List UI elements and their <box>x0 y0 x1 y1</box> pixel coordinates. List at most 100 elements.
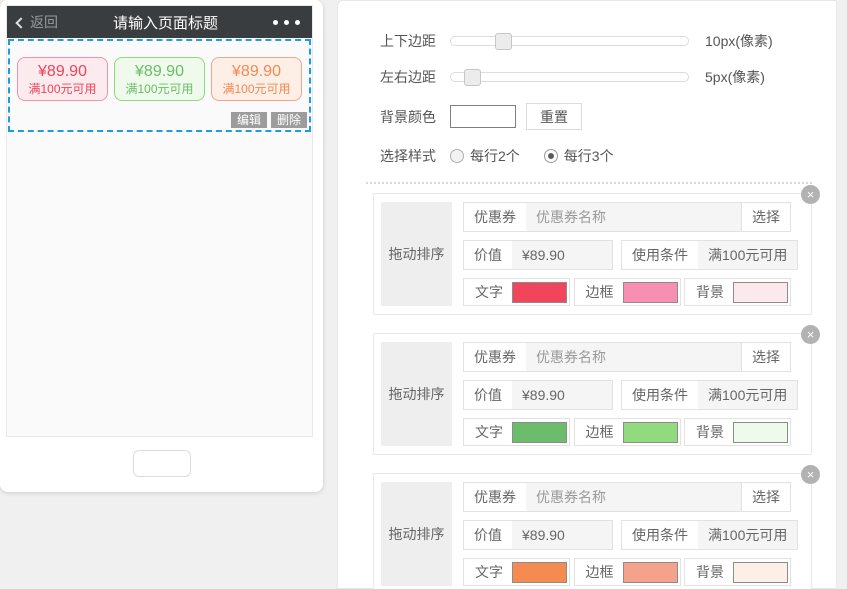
vertical-margin-row: 上下边距 10px(像素) <box>380 31 836 51</box>
border-color-label: 边框 <box>585 284 614 300</box>
coupon-preview[interactable]: ¥89.90 满100元可用 <box>17 57 108 101</box>
bg-color-group: 背景 <box>684 418 791 446</box>
condition-group: 使用条件 满100元可用 <box>621 520 799 550</box>
style-option-2-per-row[interactable]: 每行2个 <box>450 146 520 166</box>
slider-thumb[interactable] <box>495 33 513 50</box>
coupon-condition: 满100元可用 <box>28 81 97 96</box>
select-coupon-button[interactable]: 选择 <box>741 203 790 231</box>
coupon-preview[interactable]: ¥89.90 满100元可用 <box>114 57 205 101</box>
slider-thumb[interactable] <box>464 69 482 86</box>
page-title: 请输入页面标题 <box>112 14 218 32</box>
bg-color-swatch[interactable] <box>733 281 788 303</box>
text-color-swatch[interactable] <box>512 421 567 443</box>
text-color-swatch[interactable] <box>512 561 567 583</box>
value-group: 价值 ¥89.90 <box>463 520 613 550</box>
bg-color-swatch[interactable] <box>733 561 788 583</box>
phone-screen: 返回 请输入页面标题 ¥89.90 满100元可用 ¥89.90 满100元可用 <box>6 5 313 437</box>
bg-color-label: 背景 <box>696 424 724 440</box>
color-row: 文字 边框 背景 <box>463 558 791 586</box>
horizontal-margin-label: 左右边距 <box>380 69 436 85</box>
select-coupon-button[interactable]: 选择 <box>741 343 790 371</box>
horizontal-margin-slider[interactable] <box>450 69 689 86</box>
value-label: 价值 <box>464 241 512 269</box>
value-group: 价值 ¥89.90 <box>463 380 613 410</box>
back-button[interactable]: 返回 <box>15 12 58 32</box>
text-color-group: 文字 <box>463 278 570 306</box>
border-color-label: 边框 <box>585 564 614 580</box>
coupon-label: 优惠券 <box>464 343 526 371</box>
back-label: 返回 <box>30 14 58 30</box>
text-color-group: 文字 <box>463 418 570 446</box>
card-rows: 优惠券 选择 价值 ¥89.90 使用条件 满100元可用 文字 <box>463 342 799 446</box>
border-color-group: 边框 <box>573 278 681 306</box>
coupon-name-input[interactable] <box>526 343 741 371</box>
border-color-swatch[interactable] <box>622 561 678 583</box>
coupon-config-card: 拖动排序 优惠券 选择 价值 ¥89.90 使用条件 满100元可用 文字 <box>373 465 820 589</box>
style-option-3-per-row[interactable]: 每行3个 <box>543 146 614 166</box>
coupon-row: ¥89.90 满100元可用 ¥89.90 满100元可用 ¥89.90 满10… <box>10 41 309 101</box>
edit-widget-button[interactable]: 编辑 <box>230 112 267 128</box>
value-label: 价值 <box>464 521 512 549</box>
value-field[interactable]: ¥89.90 <box>512 381 612 409</box>
text-color-label: 文字 <box>475 424 503 440</box>
drag-sort-handle[interactable]: 拖动排序 <box>381 342 452 446</box>
close-icon[interactable]: × <box>801 185 820 204</box>
coupon-price: ¥89.90 <box>232 62 281 80</box>
color-row: 文字 边框 背景 <box>463 418 791 446</box>
settings-panel: 上下边距 10px(像素) 左右边距 5px(像素) 背景颜色 重置 选择样式 … <box>337 0 837 589</box>
condition-label: 使用条件 <box>622 241 698 269</box>
background-color-label: 背景颜色 <box>380 108 436 125</box>
card-rows: 优惠券 选择 价值 ¥89.90 使用条件 满100元可用 文字 <box>463 482 799 586</box>
reset-button[interactable]: 重置 <box>526 103 582 130</box>
condition-label: 使用条件 <box>622 381 698 409</box>
delete-widget-button[interactable]: 删除 <box>270 112 307 128</box>
coupon-preview[interactable]: ¥89.90 满100元可用 <box>211 57 302 101</box>
text-color-swatch[interactable] <box>512 281 567 303</box>
value-field[interactable]: ¥89.90 <box>512 241 612 269</box>
radio-icon[interactable] <box>450 149 464 163</box>
value-field[interactable]: ¥89.90 <box>512 521 612 549</box>
radio-icon[interactable] <box>543 149 558 163</box>
horizontal-margin-value: 5px(像素) <box>705 69 765 85</box>
more-menu-icon[interactable] <box>273 19 300 25</box>
bg-color-group: 背景 <box>684 558 791 586</box>
drag-sort-handle[interactable]: 拖动排序 <box>381 202 452 306</box>
phone-preview: 返回 请输入页面标题 ¥89.90 满100元可用 ¥89.90 满100元可用 <box>0 0 323 492</box>
border-color-swatch[interactable] <box>622 281 678 303</box>
coupon-condition: 满100元可用 <box>125 81 194 96</box>
condition-field[interactable]: 满100元可用 <box>698 521 798 549</box>
bg-color-swatch[interactable] <box>733 421 788 443</box>
condition-label: 使用条件 <box>622 521 698 549</box>
text-color-group: 文字 <box>463 558 570 586</box>
condition-group: 使用条件 满100元可用 <box>621 240 799 270</box>
dot-icon <box>273 19 278 25</box>
condition-field[interactable]: 满100元可用 <box>698 381 798 409</box>
coupon-condition: 满100元可用 <box>222 81 291 96</box>
text-color-label: 文字 <box>475 284 503 300</box>
border-color-label: 边框 <box>585 424 614 440</box>
drag-sort-handle[interactable]: 拖动排序 <box>381 482 452 586</box>
close-icon[interactable]: × <box>801 325 820 344</box>
style-select-label: 选择样式 <box>380 148 436 164</box>
coupon-price: ¥89.90 <box>135 62 184 80</box>
close-icon[interactable]: × <box>801 465 820 484</box>
coupon-name-group: 优惠券 选择 <box>463 342 791 372</box>
coupon-name-input[interactable] <box>526 483 741 511</box>
condition-group: 使用条件 满100元可用 <box>621 380 799 410</box>
coupon-name-input[interactable] <box>526 203 741 231</box>
select-coupon-button[interactable]: 选择 <box>741 483 790 511</box>
dotted-separator <box>366 182 812 184</box>
background-color-input[interactable] <box>450 105 516 128</box>
condition-field[interactable]: 满100元可用 <box>698 241 798 269</box>
coupon-config-card: 拖动排序 优惠券 选择 价值 ¥89.90 使用条件 满100元可用 文字 <box>373 325 820 455</box>
style-select-row: 选择样式 每行2个 每行3个 <box>380 146 836 166</box>
value-label: 价值 <box>464 381 512 409</box>
coupon-widget-selection[interactable]: ¥89.90 满100元可用 ¥89.90 满100元可用 ¥89.90 满10… <box>8 39 311 132</box>
border-color-swatch[interactable] <box>622 421 678 443</box>
vertical-margin-slider[interactable] <box>450 33 689 50</box>
value-condition-row: 价值 ¥89.90 使用条件 满100元可用 <box>463 520 799 550</box>
value-condition-row: 价值 ¥89.90 使用条件 满100元可用 <box>463 380 799 410</box>
text-color-label: 文字 <box>475 564 503 580</box>
bg-color-label: 背景 <box>696 284 724 300</box>
bg-color-group: 背景 <box>684 278 791 306</box>
